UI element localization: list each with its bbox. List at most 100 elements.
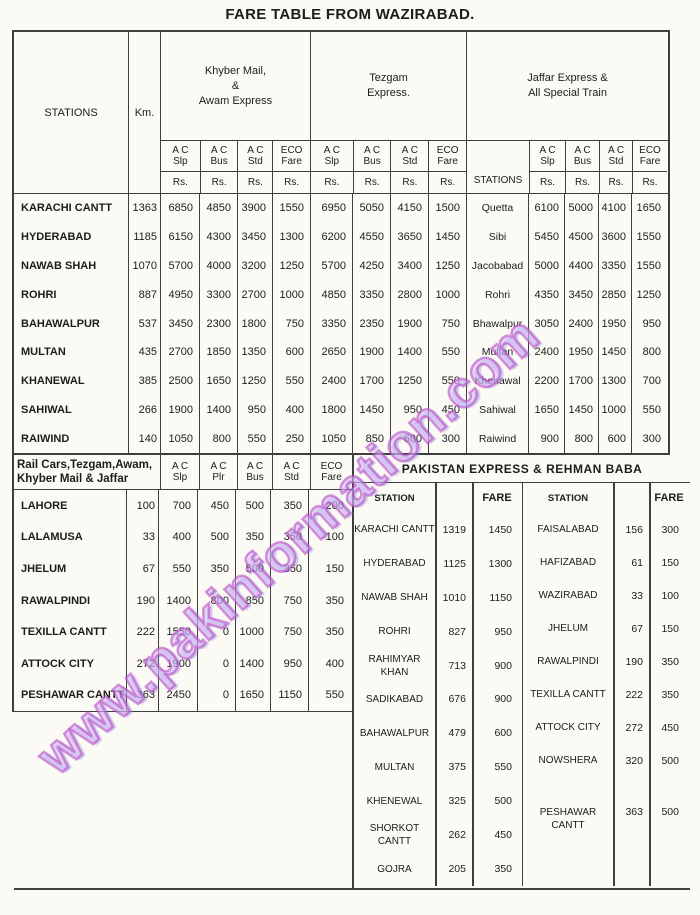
fare-cell: 750: [270, 616, 308, 648]
station-cell: SAHIWAL: [21, 403, 72, 416]
fare-row: MULTAN 375 550: [354, 750, 522, 784]
fare-cell: 1900: [158, 647, 197, 680]
fare-cell: 1000: [598, 395, 631, 425]
fare-class-label: A C Slp: [530, 141, 565, 171]
fare-cell: 100: [308, 521, 350, 554]
fare-cell: 3350: [352, 280, 390, 310]
fare-cell: 2400: [310, 366, 352, 396]
fare-row: KHANEWAL 385 2500 1650 1250 550 2400 1700 1250 55…: [14, 366, 668, 396]
station-cell: ROHRI: [378, 626, 411, 638]
km-cell: 713: [448, 659, 466, 672]
fare-class-label-line: ECO: [639, 145, 661, 156]
fare-cell: 800: [199, 424, 237, 454]
fare-cell: 3450: [237, 222, 272, 252]
fare-cell: 400: [308, 647, 350, 680]
group-header: STATION FARE: [523, 483, 690, 513]
fare-cell: 100: [661, 589, 679, 602]
fare-row: RAHIMYAR KHAN 713 900: [354, 649, 522, 683]
km-cell: 190: [625, 655, 643, 668]
km-cell: 325: [448, 795, 466, 808]
fare-cell: 4850: [310, 280, 352, 310]
rs-label: Rs.: [161, 171, 200, 193]
fare-cell: 3200: [237, 251, 272, 281]
station-cell: SHORKOT CANTT: [369, 823, 420, 848]
fare-cell: 5700: [310, 251, 352, 281]
station-cell: SADIKABAD: [365, 693, 424, 705]
fare-cell: 700: [631, 366, 666, 396]
station-cell: NAWAB SHAH: [21, 259, 97, 272]
fare-cell: 1900: [390, 309, 428, 338]
fare-class-column: A C Std Rs.: [237, 141, 273, 193]
km-cell: 1125: [443, 557, 466, 570]
fare-class-column: A C Slp Rs.: [529, 141, 565, 193]
fare-cell: 6950: [310, 194, 352, 223]
fare-cell: 4000: [199, 251, 237, 281]
fare-cell: 1850: [199, 337, 237, 367]
fare-cell: 350: [661, 655, 679, 668]
fare-cell: 1650: [199, 366, 237, 396]
section-title-line: Tezgam: [369, 72, 408, 84]
fare-class-column: A C Bus Rs.: [352, 141, 391, 193]
station-cell: Raiwind: [466, 424, 528, 454]
station-cell: GOJRA: [377, 863, 412, 875]
fare-cell: 450: [494, 829, 512, 842]
fare-cell: 6850: [160, 194, 199, 223]
fare-row: FAISALABAD 156 300: [523, 513, 690, 546]
rs-label: Rs.: [566, 171, 599, 193]
station-cell: Bhawalpur: [466, 309, 528, 338]
fare-cell: 3300: [199, 280, 237, 310]
fare-class-label-line: Fare: [639, 156, 661, 167]
fare-row: NOWSHERA 320 500: [523, 744, 690, 777]
fare-row: BAHAWALPUR 479 600: [354, 716, 522, 750]
fare-cell: 550: [237, 424, 272, 454]
fare-class-column: A C Plr: [199, 455, 237, 489]
fare-row: ATTOCK CITY 272 1900 0 1400 950 400: [14, 647, 352, 680]
fare-col-header: FARE: [654, 492, 684, 504]
section-title-line: &: [231, 79, 240, 92]
fare-cell: 550: [158, 553, 197, 585]
fare-cell: 2700: [237, 280, 272, 310]
station-cell: Multan: [466, 337, 528, 367]
table-bottom-border: [14, 888, 690, 890]
fare-cell: 1450: [488, 523, 512, 536]
km-header: Km.: [128, 32, 160, 193]
fare-cell: 3050: [528, 309, 564, 338]
station-cell: Khenawal: [466, 366, 528, 396]
fare-class-label: A C Bus: [566, 141, 599, 171]
fare-class-label-line: Fare: [437, 156, 458, 167]
fare-class-label-line: ECO: [436, 145, 459, 156]
fare-cell: 800: [631, 337, 666, 367]
fare-row: TEXILLA CANTT 222 1550 0 1000 750 350: [14, 616, 352, 648]
railcars-fare-table: Rail Cars,Tezgam,Awam, Khyber Mail & Jaf…: [12, 455, 352, 712]
station-cell: Quetta: [466, 194, 528, 223]
fare-cell: 2500: [160, 366, 199, 396]
km-cell: 363: [126, 679, 158, 712]
rs-label: Rs.: [530, 171, 565, 193]
fare-cell: 1650: [631, 194, 666, 223]
km-cell: 140: [128, 424, 160, 454]
km-cell: 67: [631, 622, 643, 635]
fare-cell: 150: [661, 556, 679, 569]
fare-row: LAHORE 100 700 450 500 350 200: [14, 490, 352, 522]
section-title: Khyber Mail, & Awam Express: [161, 32, 310, 140]
km-cell: 33: [631, 589, 643, 602]
fare-class-label-line: A C: [607, 145, 625, 156]
station-cell: KHANEWAL: [21, 375, 85, 388]
station-cell: RAWALPINDI: [21, 594, 91, 607]
section-columns: STATIONS A C Slp Rs. A C Bus Rs. A C Std Rs. ECO F…: [467, 140, 668, 193]
fare-row: SADIKABAD 676 900: [354, 683, 522, 717]
fare-cell: 0: [197, 647, 235, 680]
fare-cell: 1250: [390, 366, 428, 396]
station-cell: NOWSHERA: [538, 755, 598, 766]
railcars-title: Rail Cars,Tezgam,Awam, Khyber Mail & Jaf…: [14, 455, 160, 489]
km-cell: 156: [625, 523, 643, 536]
fare-cell: 1450: [598, 337, 631, 367]
section-columns: A C Slp Rs. A C Bus Rs. A C Std Rs. ECO Fare Rs.: [161, 140, 310, 193]
station-cell: PESHAWAR CANTT: [21, 689, 125, 702]
fare-cell: 600: [494, 727, 512, 740]
railcars-title-line2: Khyber Mail & Jaffar: [17, 473, 129, 485]
fare-class-label-line: A C: [323, 145, 340, 156]
km-cell: 67: [126, 553, 158, 585]
fare-row: PESHAWAR CANTT 363 2450 0 1650 1150 550: [14, 679, 352, 712]
